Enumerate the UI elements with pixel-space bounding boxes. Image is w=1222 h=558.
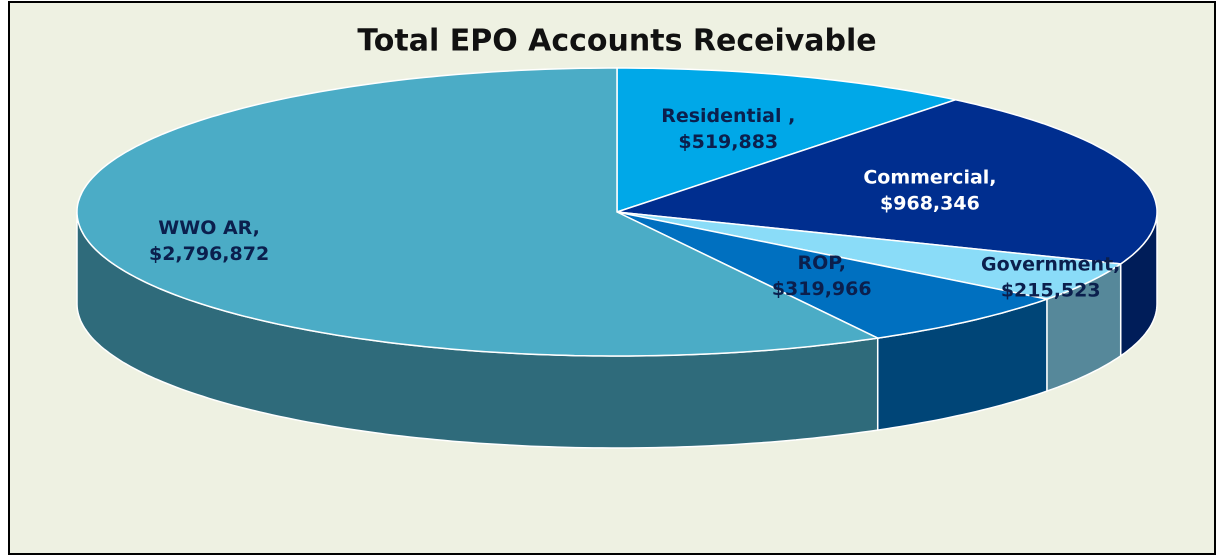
data-label-value: $215,523 <box>1001 279 1101 301</box>
data-label-category: Commercial, <box>863 166 996 188</box>
data-label: Residential , $519,883 <box>661 104 795 152</box>
slice <box>76 67 881 357</box>
data-label: Government, $215,523 <box>981 253 1120 301</box>
slice <box>616 211 1050 339</box>
data-label-value: $319,966 <box>772 278 872 300</box>
data-label: Commercial, $968,346 <box>863 166 996 214</box>
data-label-category: WWO AR, <box>158 216 260 238</box>
chart-title: Total EPO Accounts Receivable <box>357 24 876 59</box>
data-label-value: $968,346 <box>880 192 980 214</box>
data-label: WWO AR, $2,796,872 <box>149 216 269 264</box>
data-label-category: Government, <box>981 253 1120 275</box>
slice <box>616 211 1123 300</box>
data-label-value: $519,883 <box>678 130 778 152</box>
data-label-category: ROP, <box>798 252 846 274</box>
slice <box>616 67 959 214</box>
data-label-value: $2,796,872 <box>149 242 269 264</box>
slice <box>616 99 1158 265</box>
data-label: ROP, $319,966 <box>772 252 872 300</box>
data-label-category: Residential , <box>661 104 795 126</box>
